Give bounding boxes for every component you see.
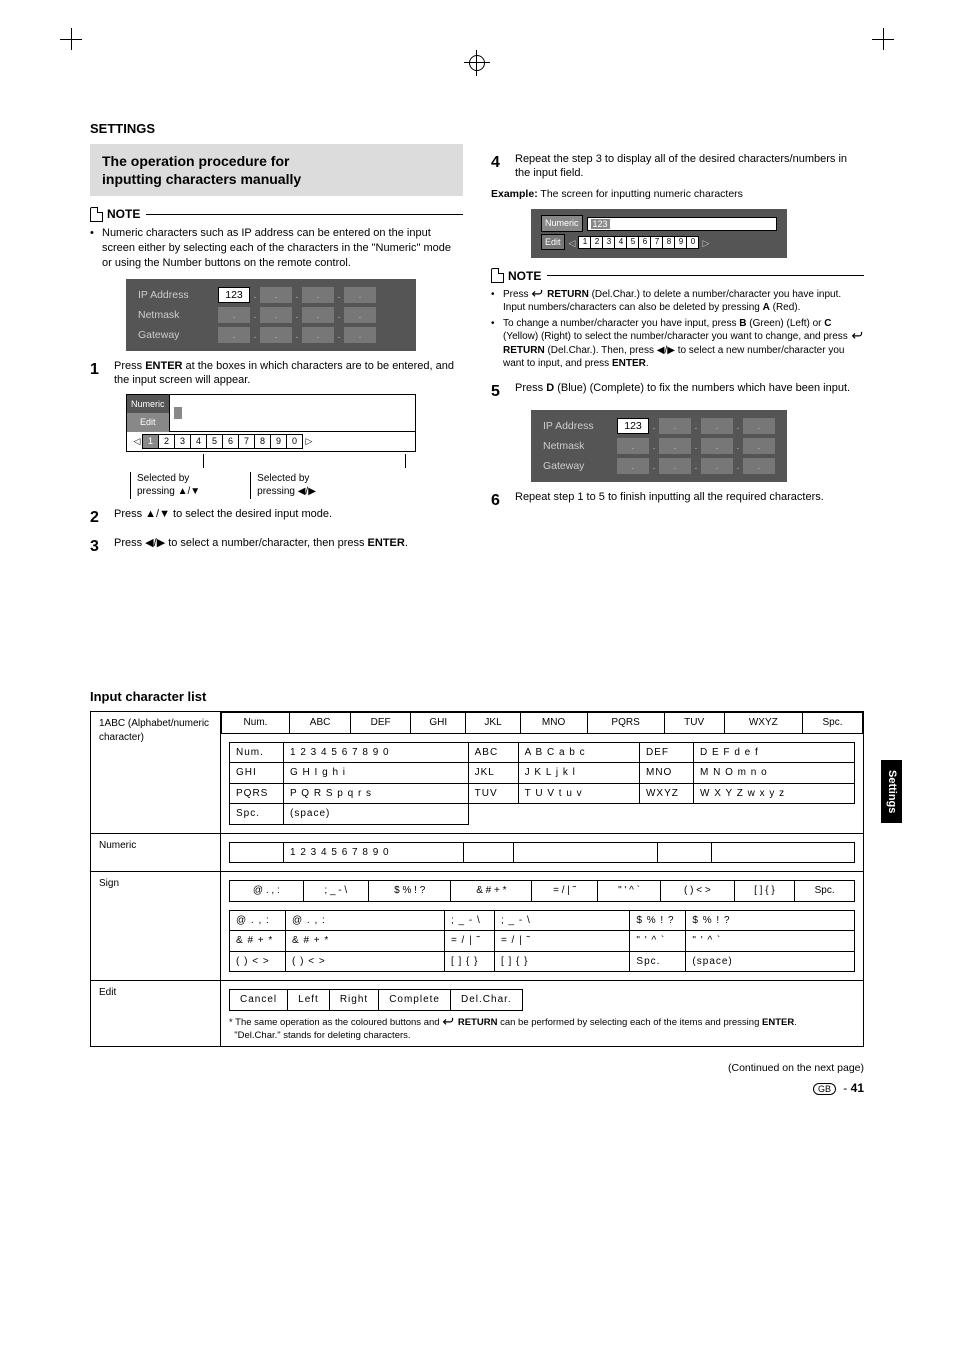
- step-6: 6: [491, 490, 515, 512]
- ip-octet[interactable]: .: [743, 438, 775, 454]
- ip-label: IP Address: [543, 419, 617, 433]
- note-icon: [90, 207, 103, 222]
- ip-octet[interactable]: 123: [218, 287, 250, 303]
- ip-octet[interactable]: .: [302, 327, 334, 343]
- note-text: Numeric characters such as IP address ca…: [90, 226, 463, 271]
- ip-octet[interactable]: .: [743, 458, 775, 474]
- note-header: NOTE: [90, 206, 463, 222]
- return-icon: [851, 331, 864, 342]
- ip-octet[interactable]: .: [617, 458, 649, 474]
- edit-tab[interactable]: Edit: [127, 413, 170, 431]
- step-6-text: Repeat step 1 to 5 to finish inputting a…: [515, 490, 864, 512]
- return-icon: [531, 289, 544, 300]
- char-list-title: Input character list: [90, 688, 864, 706]
- step-1: 1: [90, 359, 114, 389]
- crop-mark: [60, 28, 82, 50]
- ip-octet[interactable]: .: [659, 438, 691, 454]
- operation-procedure-box: The operation procedure for inputting cha…: [90, 144, 463, 196]
- ip-octet[interactable]: .: [344, 307, 376, 323]
- ip-result-box: IP Address123...... Netmask....... Gatew…: [531, 410, 787, 482]
- ip-octet[interactable]: .: [701, 418, 733, 434]
- opbox-l2: inputting characters manually: [102, 171, 301, 187]
- select-label-left: Selected bypressing ▲/▼: [130, 472, 200, 499]
- row-label-sign: Sign: [91, 872, 221, 981]
- ip-octet[interactable]: .: [344, 287, 376, 303]
- note2-item: Press RETURN (Del.Char.) to delete a num…: [491, 288, 864, 315]
- note-header-2: NOTE: [491, 268, 864, 284]
- step-5-text: Press D (Blue) (Complete) to fix the num…: [515, 381, 864, 403]
- netmask-label: Netmask: [543, 439, 617, 453]
- ip-octet[interactable]: .: [344, 327, 376, 343]
- registration-target: [464, 50, 490, 76]
- row-label-edit: Edit: [91, 981, 221, 1047]
- step-1-text: Press ENTER at the boxes in which charac…: [114, 359, 463, 389]
- ip-octet[interactable]: .: [218, 327, 250, 343]
- step-2: 2: [90, 507, 114, 529]
- ip-octet[interactable]: .: [260, 287, 292, 303]
- page-number: GB - 41: [90, 1080, 864, 1096]
- continued-label: (Continued on the next page): [90, 1061, 864, 1075]
- select-label-right: Selected bypressing ◀/▶: [250, 472, 316, 499]
- return-icon: [442, 1017, 455, 1028]
- ip-octet[interactable]: .: [659, 418, 691, 434]
- note-rule: [146, 214, 463, 215]
- ip-octet[interactable]: .: [659, 458, 691, 474]
- step-3-text: Press ◀/▶ to select a number/character, …: [114, 536, 463, 558]
- row-label-numeric: Numeric: [91, 833, 221, 872]
- ip-octet[interactable]: .: [260, 327, 292, 343]
- step-4: 4: [491, 152, 515, 182]
- note-label: NOTE: [508, 268, 541, 284]
- ip-octet[interactable]: 123: [617, 418, 649, 434]
- section-heading: SETTINGS: [90, 120, 864, 138]
- ip-octet[interactable]: .: [701, 438, 733, 454]
- numeric-tab: Numeric: [541, 215, 583, 231]
- edit-note: * The same operation as the coloured but…: [221, 1013, 863, 1047]
- ip-octet[interactable]: .: [617, 438, 649, 454]
- edit-tab: Edit: [541, 234, 565, 250]
- note-rule: [547, 275, 864, 276]
- ip-label: IP Address: [138, 288, 218, 302]
- opbox-l1: The operation procedure for: [102, 153, 289, 169]
- note-icon: [491, 268, 504, 283]
- char-list-table: 1ABC (Alphabet/numeric character) Num.AB…: [90, 711, 864, 1047]
- ip-octet[interactable]: .: [302, 307, 334, 323]
- ip-octet[interactable]: .: [218, 307, 250, 323]
- gateway-label: Gateway: [138, 328, 218, 342]
- row-label-1abc: 1ABC (Alphabet/numeric character): [91, 712, 221, 834]
- step-5: 5: [491, 381, 515, 403]
- input-screen: Numeric Edit ◁ 1234567890 ▷: [126, 394, 416, 451]
- netmask-label: Netmask: [138, 308, 218, 322]
- step-2-text: Press ▲/▼ to select the desired input mo…: [114, 507, 463, 529]
- numeric-tab[interactable]: Numeric: [127, 395, 170, 413]
- ip-settings-box: IP Address123...... Netmask....... Gatew…: [126, 279, 416, 351]
- step-3: 3: [90, 536, 114, 558]
- ip-octet[interactable]: .: [701, 458, 733, 474]
- numeric-input-example: Numeric123 Edit ◁1234567890▷: [531, 209, 787, 257]
- step-4-text: Repeat the step 3 to display all of the …: [515, 152, 864, 182]
- sidebar-tab-settings: Settings: [881, 760, 902, 823]
- crop-mark: [872, 28, 894, 50]
- example-label: Example: The screen for inputting numeri…: [491, 187, 864, 201]
- ip-octet[interactable]: .: [743, 418, 775, 434]
- ip-octet[interactable]: .: [302, 287, 334, 303]
- gateway-label: Gateway: [543, 459, 617, 473]
- note2-item: To change a number/character you have in…: [491, 317, 864, 371]
- note-label: NOTE: [107, 206, 140, 222]
- ip-octet[interactable]: .: [260, 307, 292, 323]
